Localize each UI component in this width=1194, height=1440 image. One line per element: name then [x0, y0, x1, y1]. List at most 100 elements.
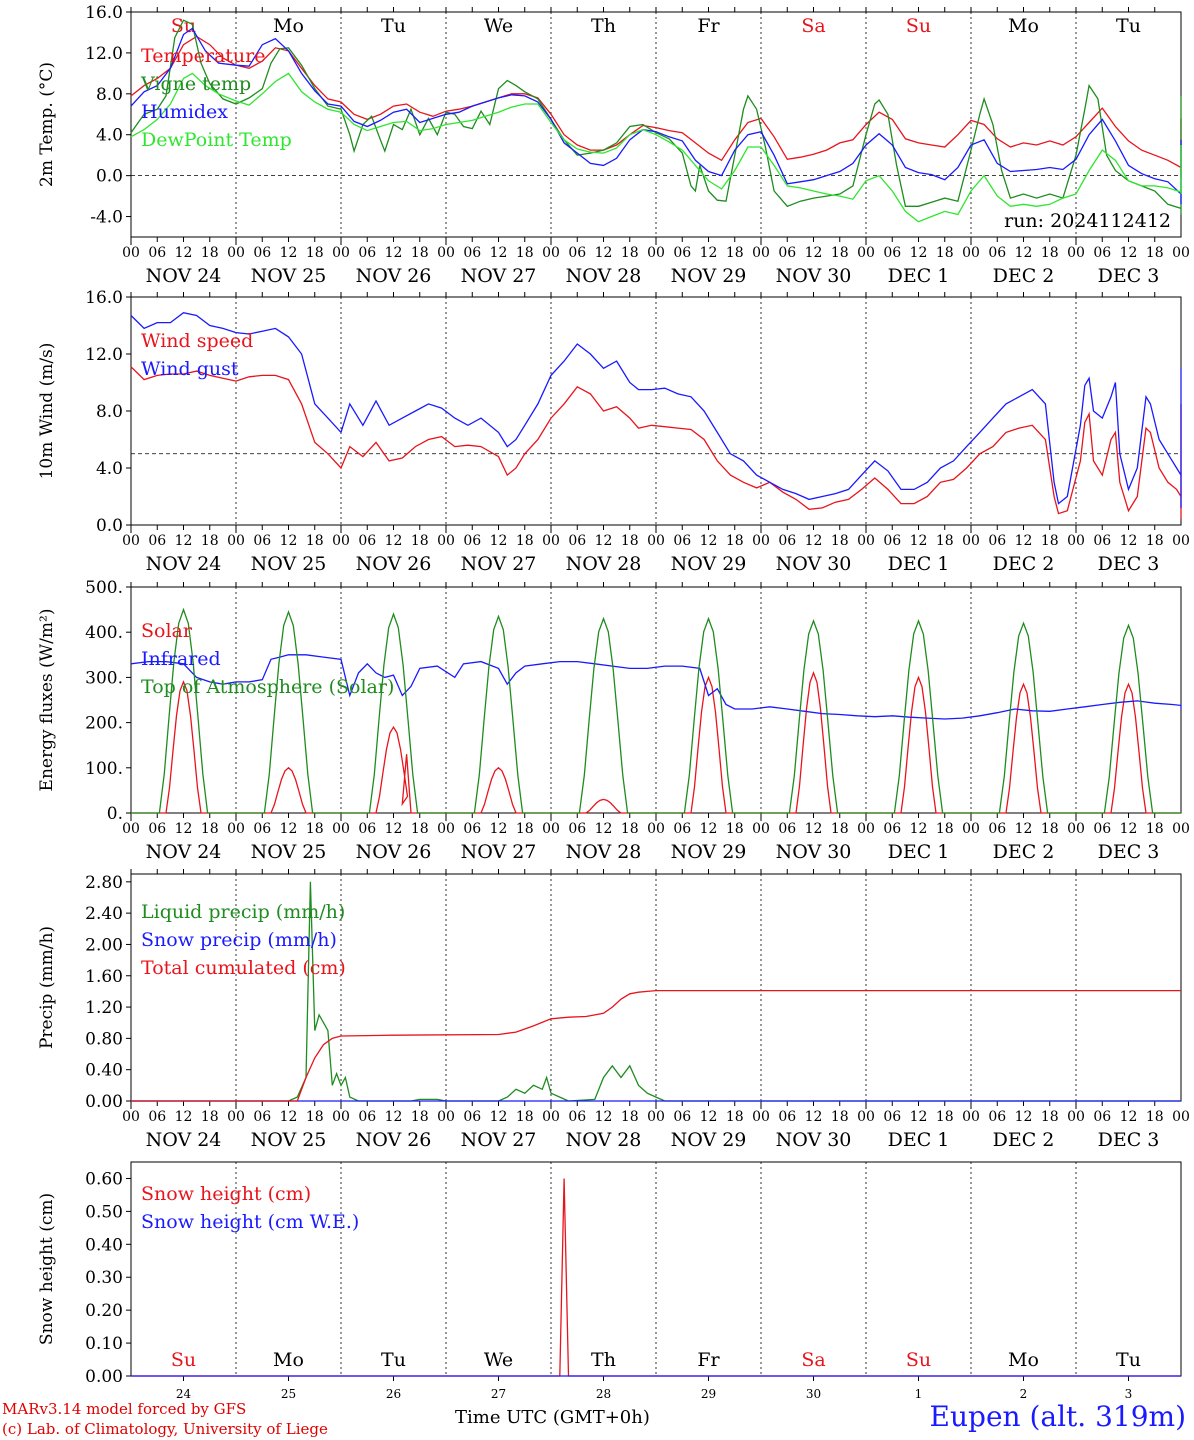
date-label: NOV 30	[776, 1129, 852, 1151]
legend-entry: Vigne temp	[140, 73, 251, 95]
date-label: NOV 27	[461, 1129, 537, 1151]
hour-tick-label: 18	[936, 533, 954, 549]
series-line	[130, 312, 1182, 508]
hour-tick-label: 06	[1093, 821, 1111, 837]
date-label: NOV 27	[461, 841, 537, 863]
day-name-label: Mo	[273, 1349, 304, 1371]
hour-tick-label: 00	[437, 821, 455, 837]
hour-tick-label: 06	[988, 821, 1006, 837]
date-label: NOV 26	[356, 1129, 432, 1151]
hour-tick-label: 00	[1067, 245, 1085, 261]
date-label: DEC 1	[888, 1129, 950, 1151]
hour-tick-label: 06	[148, 821, 166, 837]
date-label: NOV 25	[251, 1129, 327, 1151]
plot-frame	[130, 586, 1182, 814]
date-label: NOV 28	[566, 265, 642, 287]
hour-tick-label: 00	[647, 821, 665, 837]
hour-tick-label: 00	[857, 245, 875, 261]
hour-tick-label: 12	[385, 533, 403, 549]
hour-tick-label: 00	[1067, 821, 1085, 837]
hour-tick-label: 00	[227, 533, 245, 549]
hour-tick-label: 18	[621, 533, 639, 549]
y-tick-label: 0.40	[85, 1061, 123, 1081]
y-tick-label: 16.0	[85, 3, 123, 23]
hour-tick-label: 12	[175, 821, 193, 837]
legend-entry: Wind gust	[141, 358, 239, 380]
y-tick-label: -4.0	[90, 208, 123, 228]
hour-tick-label: 06	[778, 533, 796, 549]
hour-tick-label: 00	[542, 821, 560, 837]
y-tick-label: 8.0	[96, 85, 123, 105]
date-label: NOV 28	[566, 1129, 642, 1151]
y-tick-label: 400.	[85, 623, 123, 643]
hour-tick-label: 18	[726, 1109, 744, 1125]
day-number-label: 29	[701, 1387, 716, 1400]
hour-tick-label: 06	[568, 533, 586, 549]
hour-tick-label: 06	[1093, 1109, 1111, 1125]
legend-entry: Top of Atmosphere (Solar)	[141, 676, 394, 698]
date-label: DEC 2	[993, 841, 1055, 863]
hour-tick-label: 12	[1120, 245, 1138, 261]
hour-tick-label: 12	[490, 821, 508, 837]
hour-tick-label: 00	[332, 1109, 350, 1125]
hour-tick-label: 18	[1146, 533, 1164, 549]
series-line	[131, 607, 1181, 814]
hour-tick-label: 00	[962, 245, 980, 261]
hour-tick-label: 00	[122, 821, 140, 837]
hour-tick-label: 06	[988, 1109, 1006, 1125]
hour-tick-label: 18	[726, 533, 744, 549]
hour-tick-label: 06	[568, 245, 586, 261]
y-axis-label: 2m Temp. (°C)	[37, 62, 57, 187]
hour-tick-label: 00	[542, 245, 560, 261]
hour-tick-label: 00	[857, 1109, 875, 1125]
hour-tick-label: 12	[700, 821, 718, 837]
hour-tick-label: 12	[280, 245, 298, 261]
hour-tick-label: 18	[201, 245, 219, 261]
hour-tick-label: 18	[201, 533, 219, 549]
series-line	[130, 72, 1182, 223]
hour-tick-label: 00	[332, 533, 350, 549]
legend-entry: Humidex	[141, 101, 228, 123]
y-tick-label: 500.	[85, 578, 123, 598]
hour-tick-label: 00	[332, 821, 350, 837]
y-tick-label: 0.60	[85, 1169, 123, 1189]
y-axis-label: 10m Wind (m/s)	[37, 343, 57, 480]
date-label: NOV 27	[461, 553, 537, 575]
hour-tick-label: 00	[1067, 1109, 1085, 1125]
hour-tick-label: 12	[805, 533, 823, 549]
hour-tick-label: 00	[437, 245, 455, 261]
y-tick-label: 200.	[85, 714, 123, 734]
date-label: NOV 28	[566, 553, 642, 575]
series-line	[130, 35, 1182, 178]
hour-tick-label: 18	[516, 1109, 534, 1125]
hour-tick-label: 18	[936, 821, 954, 837]
legend-entry: Temperature	[141, 45, 265, 67]
hour-tick-label: 12	[490, 245, 508, 261]
hour-tick-label: 18	[306, 245, 324, 261]
hour-tick-label: 06	[988, 533, 1006, 549]
day-name-label: Tu	[381, 15, 406, 37]
hour-tick-label: 12	[700, 245, 718, 261]
day-number-label: 30	[806, 1387, 821, 1400]
date-label: NOV 24	[146, 1129, 222, 1151]
hour-tick-label: 12	[385, 821, 403, 837]
y-tick-label: 100.	[85, 759, 123, 779]
day-number-label: 24	[176, 1387, 192, 1400]
hour-tick-label: 00	[122, 533, 140, 549]
day-number-label: 28	[596, 1387, 611, 1400]
hour-tick-label: 12	[280, 1109, 298, 1125]
hour-tick-label: 12	[910, 245, 928, 261]
date-label: NOV 30	[776, 841, 852, 863]
y-tick-label: 0.10	[85, 1334, 123, 1354]
legend-entry: DewPoint Temp	[141, 129, 292, 151]
hour-tick-label: 06	[778, 245, 796, 261]
hour-tick-label: 06	[1093, 245, 1111, 261]
hour-tick-label: 12	[1015, 533, 1033, 549]
legend-entry: Infrared	[141, 648, 221, 670]
hour-tick-label: 06	[1093, 533, 1111, 549]
y-tick-label: 2.80	[85, 873, 123, 893]
y-axis-label: Energy fluxes (W/m²)	[37, 609, 57, 792]
series-line	[130, 27, 1182, 205]
y-tick-label: 300.	[85, 668, 123, 688]
date-label: NOV 24	[146, 841, 222, 863]
